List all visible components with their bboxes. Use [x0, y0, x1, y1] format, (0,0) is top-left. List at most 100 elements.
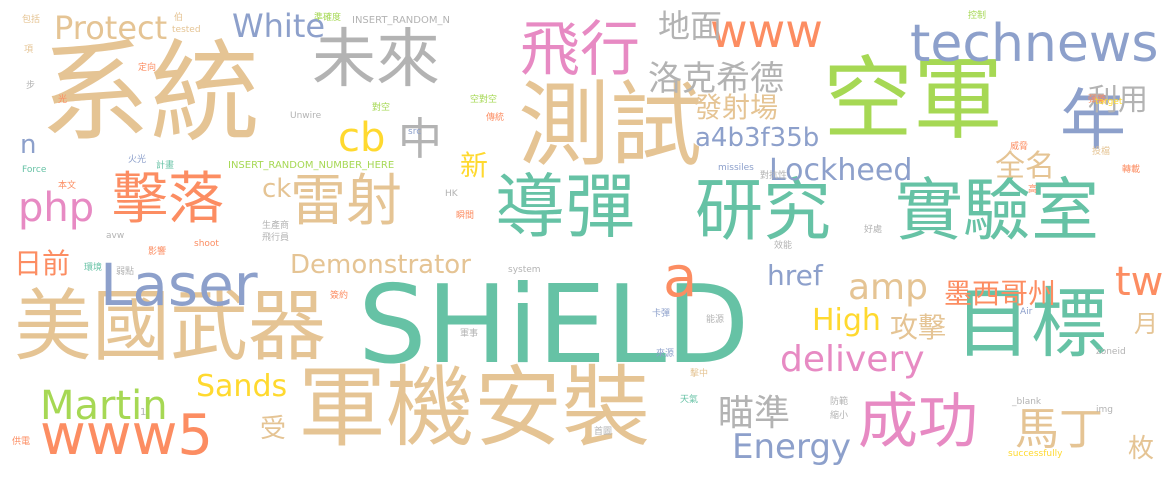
word-high: High [812, 303, 881, 338]
word-cjk-56: 項 [24, 45, 34, 55]
word-system: system [508, 265, 541, 275]
word-cjk-7: 研究 [695, 172, 832, 251]
word-cjk-51: 月 [1134, 310, 1158, 338]
word-sands: Sands [196, 369, 288, 404]
word-cjk-90: 環境 [84, 263, 103, 273]
word-cjk-59: 伯 [174, 13, 184, 23]
word-insert-random-n: INSERT_RANDOM_N [352, 15, 450, 26]
word-a: a [663, 245, 698, 310]
word-php: php [18, 185, 95, 231]
word-unwire: Unwire [290, 111, 322, 121]
word-cjk-8: 實驗室 [895, 172, 1100, 251]
word-cjk-18: 擊落 [112, 167, 224, 232]
word-cjk-46: 日前 [14, 247, 71, 280]
word-cjk-83: 生產商 [262, 221, 290, 231]
word-shoot: shoot [194, 239, 219, 249]
word-cjk-5: 美國武器 [14, 282, 327, 372]
word-lockheed: Lockheed [769, 153, 913, 188]
word-protect: Protect [54, 9, 168, 47]
word-cjk-71: 火光 [128, 155, 147, 165]
word-tested: tested [172, 25, 201, 35]
word-target: target [1095, 97, 1123, 107]
word-cjk-91: 弱點 [116, 267, 135, 277]
word-cjk-57: 步 [26, 81, 36, 91]
word-blank: _blank [1012, 397, 1042, 407]
word-cjk-55: 包括 [22, 15, 41, 25]
word-amp: amp [848, 267, 928, 308]
word-cjk-99: 來源 [656, 349, 675, 359]
word-cjk-19: 雷射 [290, 169, 402, 234]
word-cjk-6: 導彈 [495, 166, 635, 248]
word-cjk-67: 傳統 [486, 113, 505, 123]
word-cjk-66: 空對空 [470, 95, 498, 105]
word-white: White [232, 7, 326, 45]
word-cjk-81: 瞬間 [456, 211, 475, 221]
word-demonstrator: Demonstrator [290, 250, 471, 280]
word-cjk-26: 洛克希德 [648, 59, 784, 99]
word-www: www [710, 4, 823, 58]
word-cjk-107: 供電 [12, 437, 31, 447]
word-img: img [1096, 405, 1113, 415]
word-cjk-44: 馬丁 [1015, 404, 1103, 455]
word-cjk-79: 本文 [58, 181, 77, 191]
word-n: n [20, 130, 37, 160]
word-air: Air [1020, 307, 1033, 317]
word-cjk-89: 好處 [864, 225, 883, 235]
word-cjk-85: 飛行員 [262, 233, 290, 243]
word-martin: Martin [40, 383, 168, 429]
word-cjk-39: 攻擊 [890, 311, 947, 344]
word-force: Force [22, 165, 47, 175]
word-cjk-36: 墨西哥州 [944, 277, 1057, 310]
word-1: 1 [140, 407, 147, 418]
word-cjk-50: 受 [260, 414, 287, 444]
word-cjk-52: 枚 [1128, 434, 1155, 464]
word-cjk-65: 對空 [372, 103, 391, 113]
word-src: src [408, 127, 422, 137]
word-cjk-88: 效能 [774, 241, 793, 251]
word-cjk-102: 防範 [830, 397, 849, 407]
word-avw: avw [106, 231, 125, 241]
word-cjk-87: 影響 [148, 247, 167, 257]
word-shield: SHiELD [358, 263, 750, 388]
word-cjk-21: 中 [398, 114, 442, 165]
word-technews: technews [910, 14, 1159, 74]
word-cjk-2: 空軍 [823, 47, 1003, 152]
word-tw: tw [1115, 259, 1164, 305]
word-cjk-17: 成功 [858, 387, 978, 457]
word-cjk-75: 威脅 [1010, 142, 1029, 152]
word-cjk-103: 縮小 [830, 411, 849, 421]
word-cjk-3: 測試 [518, 72, 703, 179]
word-cjk-78: 轉載 [1122, 165, 1141, 175]
word-www5: www5 [40, 403, 214, 468]
word-cjk-49: 新 [460, 149, 489, 182]
word-cjk-101: 天氣 [680, 395, 699, 405]
word-cjk-11: 未來 [312, 23, 440, 97]
word-cjk-10: 年 [1060, 82, 1126, 159]
word-href: href [767, 259, 823, 292]
word-cb: cb [338, 115, 386, 161]
word-energy: Energy [732, 427, 852, 467]
word-cjk-77: 投檔 [1092, 147, 1111, 157]
word-cjk-68: 控制 [968, 11, 987, 21]
word-cjk-61: 準確度 [314, 13, 342, 23]
word-missiles: missiles [718, 163, 754, 173]
word-hk: HK [445, 189, 458, 199]
word-cjk-1: 系統 [40, 29, 260, 157]
word-cjk-76: 對抗性 [760, 171, 788, 181]
word-cjk-28: 利用 [1088, 83, 1148, 118]
word-cjk-93: 簽約 [330, 291, 349, 301]
word-cjk-82: 高 [1028, 185, 1038, 195]
word-a4b3f35b: a4b3f35b [695, 123, 820, 153]
word-cjk-4: 軍機安裝 [298, 356, 651, 459]
word-delivery: delivery [780, 339, 925, 380]
word-cjk-12: 飛行 [520, 15, 640, 85]
word-cjk-32: 全名 [995, 149, 1055, 184]
word-insert-random-number-here: INSERT_RANDOM_NUMBER_HERE [228, 160, 395, 171]
word-cjk-69: 彈藥 [1088, 95, 1107, 105]
word-cjk-95: 能源 [706, 315, 725, 325]
word-cjk-29: 發射場 [694, 91, 779, 124]
word-cjk-94: 卡彈 [652, 309, 671, 319]
word-successfully: successfully [1008, 449, 1063, 459]
word-zoneid: zoneid [1096, 347, 1126, 357]
